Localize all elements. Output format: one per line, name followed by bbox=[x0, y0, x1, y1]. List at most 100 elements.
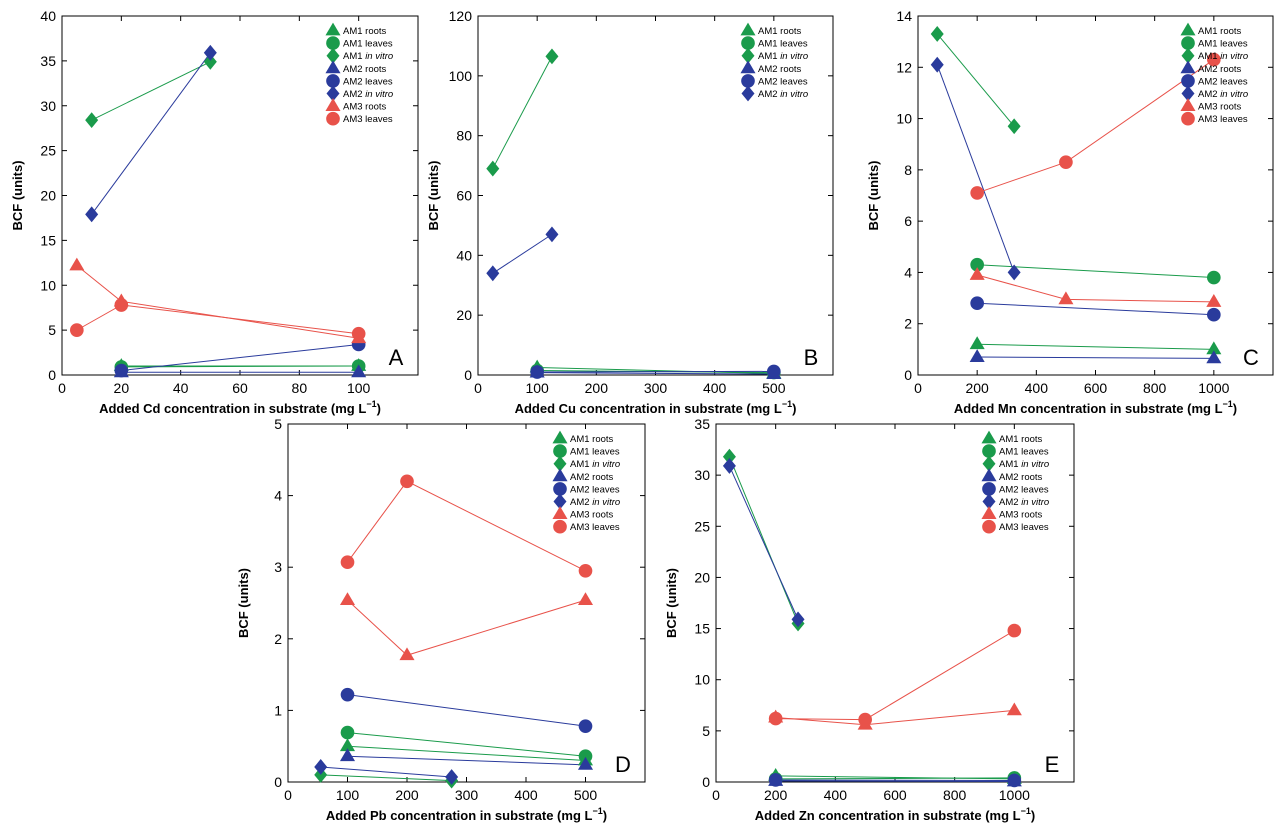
legend-marker bbox=[981, 468, 996, 481]
y-tick-label: 35 bbox=[694, 416, 710, 432]
y-tick-label: 0 bbox=[904, 367, 912, 383]
legend-label: AM2 leaves bbox=[999, 484, 1049, 495]
legend-label: AM3 roots bbox=[343, 102, 387, 113]
series-line bbox=[937, 65, 1014, 273]
x-axis-title: Added Pb concentration in substrate (mg … bbox=[326, 806, 607, 823]
series-line bbox=[977, 303, 1214, 315]
x-axis-title: Added Cu concentration in substrate (mg … bbox=[515, 399, 797, 416]
y-tick-label: 12 bbox=[896, 59, 912, 75]
legend-marker bbox=[1180, 98, 1195, 111]
legend-label: AM2 leaves bbox=[343, 76, 393, 87]
panel-letter: A bbox=[389, 345, 404, 370]
legend-marker bbox=[1180, 23, 1195, 36]
legend-marker bbox=[742, 86, 755, 102]
y-tick-label: 2 bbox=[904, 316, 912, 332]
legend-label: AM1 roots bbox=[758, 26, 802, 37]
x-tick-label: 800 bbox=[943, 787, 967, 803]
x-tick-label: 0 bbox=[474, 380, 482, 396]
panel-e: 0 200 400 600 800 100005101520253035Added Zn … bbox=[664, 416, 1074, 823]
legend-label: AM1 roots bbox=[570, 434, 614, 445]
x-axis-title: Added Zn concentration in substrate (mg … bbox=[755, 806, 1035, 823]
series-line bbox=[493, 234, 552, 273]
series-line bbox=[92, 53, 211, 215]
series-line bbox=[348, 746, 586, 760]
data-point bbox=[69, 258, 84, 271]
y-tick-label: 25 bbox=[694, 518, 710, 534]
legend-marker bbox=[553, 520, 567, 534]
x-tick-label: 800 bbox=[1143, 380, 1167, 396]
legend-label: AM1 roots bbox=[999, 434, 1043, 445]
legend-marker bbox=[1180, 60, 1195, 73]
y-axis-title: BCF (units) bbox=[866, 160, 881, 230]
legend-marker bbox=[740, 60, 755, 73]
data-point bbox=[769, 773, 783, 787]
x-tick-label: 80 bbox=[292, 380, 308, 396]
y-tick-label: 35 bbox=[40, 53, 56, 69]
panel-letter: D bbox=[615, 752, 631, 777]
x-tick-label: 200 bbox=[395, 787, 419, 803]
series-line bbox=[348, 756, 586, 765]
legend-label: AM1 in vitro bbox=[570, 459, 620, 470]
legend-label: AM1 in vitro bbox=[758, 51, 808, 62]
legend-label: AM2 in vitro bbox=[1198, 89, 1248, 100]
y-tick-label: 10 bbox=[40, 277, 56, 293]
data-point bbox=[579, 564, 593, 578]
legend-label: AM2 leaves bbox=[758, 76, 808, 87]
x-tick-label: 400 bbox=[824, 787, 848, 803]
x-tick-label: 300 bbox=[455, 787, 479, 803]
y-tick-label: 14 bbox=[896, 8, 912, 24]
legend-label: AM1 in vitro bbox=[343, 51, 393, 62]
y-tick-label: 10 bbox=[896, 111, 912, 127]
panel-b: 0 100 200 300 400 500020406080100120Added Cu … bbox=[426, 8, 833, 416]
legend-label: AM1 in vitro bbox=[999, 459, 1049, 470]
data-point bbox=[486, 265, 499, 281]
legend-label: AM1 leaves bbox=[1198, 39, 1248, 50]
series-line bbox=[937, 34, 1014, 126]
y-tick-label: 5 bbox=[48, 322, 56, 338]
data-point bbox=[115, 298, 129, 312]
legend-label: AM3 roots bbox=[570, 510, 614, 521]
x-tick-label: 500 bbox=[762, 380, 786, 396]
legend-marker bbox=[552, 506, 567, 519]
legend-label: AM2 in vitro bbox=[999, 497, 1049, 508]
series-line bbox=[977, 357, 1214, 358]
x-tick-label: 600 bbox=[883, 787, 907, 803]
data-point bbox=[1008, 624, 1022, 638]
data-point bbox=[340, 592, 355, 605]
legend-label: AM1 roots bbox=[1198, 26, 1242, 37]
series-line bbox=[348, 695, 586, 727]
legend-label: AM2 roots bbox=[1198, 64, 1242, 75]
x-tick-label: 400 bbox=[514, 787, 538, 803]
legend-label: AM3 leaves bbox=[999, 522, 1049, 533]
data-point bbox=[1207, 308, 1221, 322]
data-point bbox=[352, 327, 366, 341]
series-line bbox=[776, 631, 1015, 720]
y-tick-label: 120 bbox=[449, 8, 473, 24]
y-tick-label: 2 bbox=[274, 631, 282, 647]
data-point bbox=[85, 112, 98, 128]
legend-label: AM3 roots bbox=[1198, 102, 1242, 113]
x-tick-label: 1000 bbox=[1198, 380, 1229, 396]
data-point bbox=[767, 365, 781, 379]
legend-label: AM1 roots bbox=[343, 26, 387, 37]
legend: AM1 rootsAM1 leavesAM1 in vitroAM2 roots… bbox=[740, 23, 808, 102]
series-line bbox=[729, 466, 798, 619]
legend-label: AM1 in vitro bbox=[1198, 51, 1248, 62]
y-tick-label: 6 bbox=[904, 213, 912, 229]
x-tick-label: 100 bbox=[336, 787, 360, 803]
legend-label: AM1 leaves bbox=[570, 447, 620, 458]
x-axis-title: Added Cd concentration in substrate (mg … bbox=[99, 399, 381, 416]
data-point bbox=[578, 592, 593, 605]
series-line bbox=[348, 733, 586, 757]
legend-label: AM2 leaves bbox=[570, 484, 620, 495]
y-tick-label: 80 bbox=[456, 128, 472, 144]
series-line bbox=[348, 481, 586, 571]
x-tick-label: 400 bbox=[703, 380, 727, 396]
y-tick-label: 40 bbox=[40, 8, 56, 24]
legend-label: AM3 leaves bbox=[570, 522, 620, 533]
legend-label: AM2 in vitro bbox=[343, 89, 393, 100]
x-tick-label: 0 bbox=[58, 380, 66, 396]
y-tick-label: 0 bbox=[48, 367, 56, 383]
legend-marker bbox=[982, 520, 996, 534]
legend-marker bbox=[325, 98, 340, 111]
